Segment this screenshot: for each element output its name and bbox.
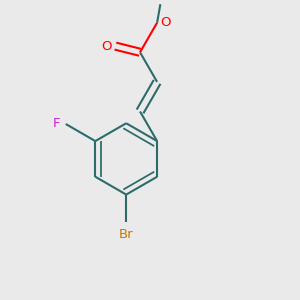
Text: F: F [53,118,60,130]
Text: O: O [101,40,112,52]
Text: Br: Br [119,228,134,241]
Text: O: O [161,16,171,29]
